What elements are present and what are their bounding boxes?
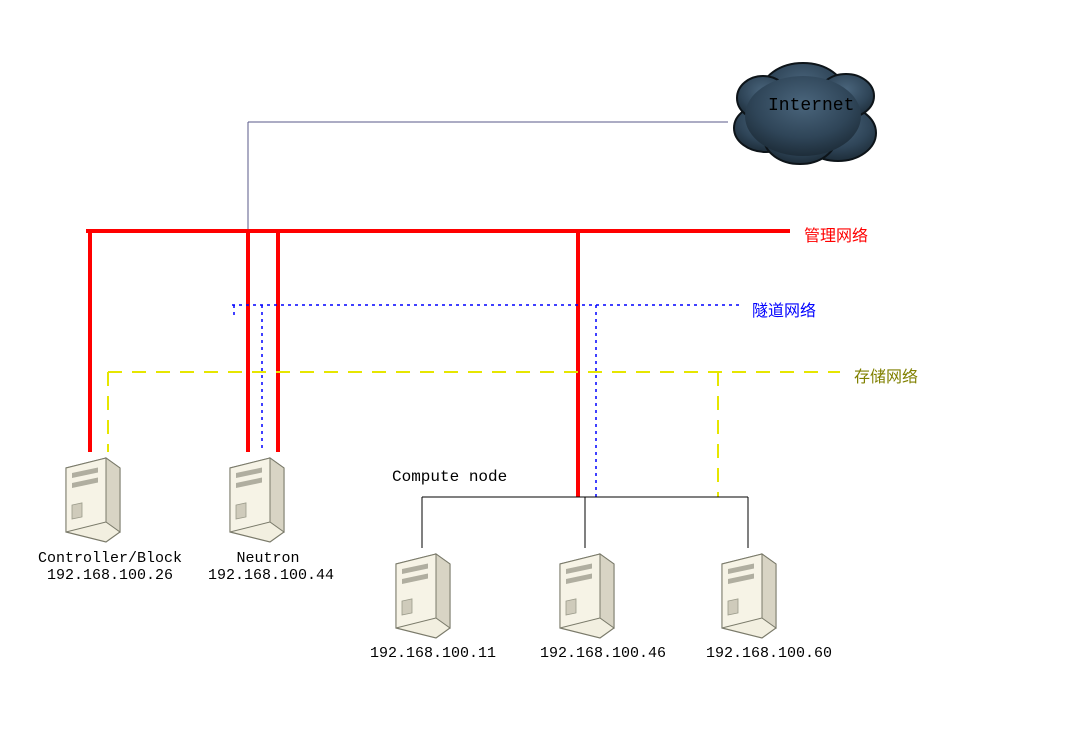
management-network-label: 管理网络 bbox=[804, 222, 868, 246]
server-icon bbox=[222, 450, 294, 544]
server-controller bbox=[58, 450, 128, 540]
server-icon bbox=[714, 546, 786, 640]
server-icon bbox=[388, 546, 460, 640]
neutron-name-label: Neutron 192.168.100.44 bbox=[208, 550, 328, 584]
server-compute1 bbox=[388, 546, 458, 636]
controller-name: Controller/Block bbox=[30, 550, 190, 567]
internet-label: Internet bbox=[768, 96, 854, 116]
server-compute2 bbox=[552, 546, 622, 636]
server-neutron bbox=[222, 450, 292, 540]
management-network-lines bbox=[86, 231, 790, 497]
neutron-ip: 192.168.100.44 bbox=[208, 567, 328, 584]
compute3-ip: 192.168.100.60 bbox=[704, 645, 834, 662]
compute2-ip: 192.168.100.46 bbox=[538, 645, 668, 662]
neutron-name: Neutron bbox=[208, 550, 328, 567]
compute-group-label: Compute node bbox=[392, 468, 507, 486]
diagram-stage: Internet 管理网络 隧道网络 存储网络 Compute node Con… bbox=[0, 0, 1079, 743]
server-compute3 bbox=[714, 546, 784, 636]
controller-ip: 192.168.100.26 bbox=[30, 567, 190, 584]
compute1-ip: 192.168.100.11 bbox=[368, 645, 498, 662]
storage-network-label: 存储网络 bbox=[854, 363, 918, 387]
controller-name-label: Controller/Block 192.168.100.26 bbox=[30, 550, 190, 584]
server-icon bbox=[552, 546, 624, 640]
internet-cloud: Internet bbox=[718, 38, 888, 183]
internet-link bbox=[248, 122, 728, 231]
server-icon bbox=[58, 450, 130, 544]
tunnel-network-label: 隧道网络 bbox=[752, 297, 816, 321]
compute-bracket bbox=[422, 497, 748, 548]
